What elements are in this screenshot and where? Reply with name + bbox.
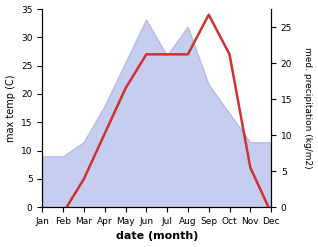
Y-axis label: med. precipitation (kg/m2): med. precipitation (kg/m2): [303, 47, 313, 169]
Y-axis label: max temp (C): max temp (C): [5, 74, 16, 142]
X-axis label: date (month): date (month): [115, 231, 198, 242]
